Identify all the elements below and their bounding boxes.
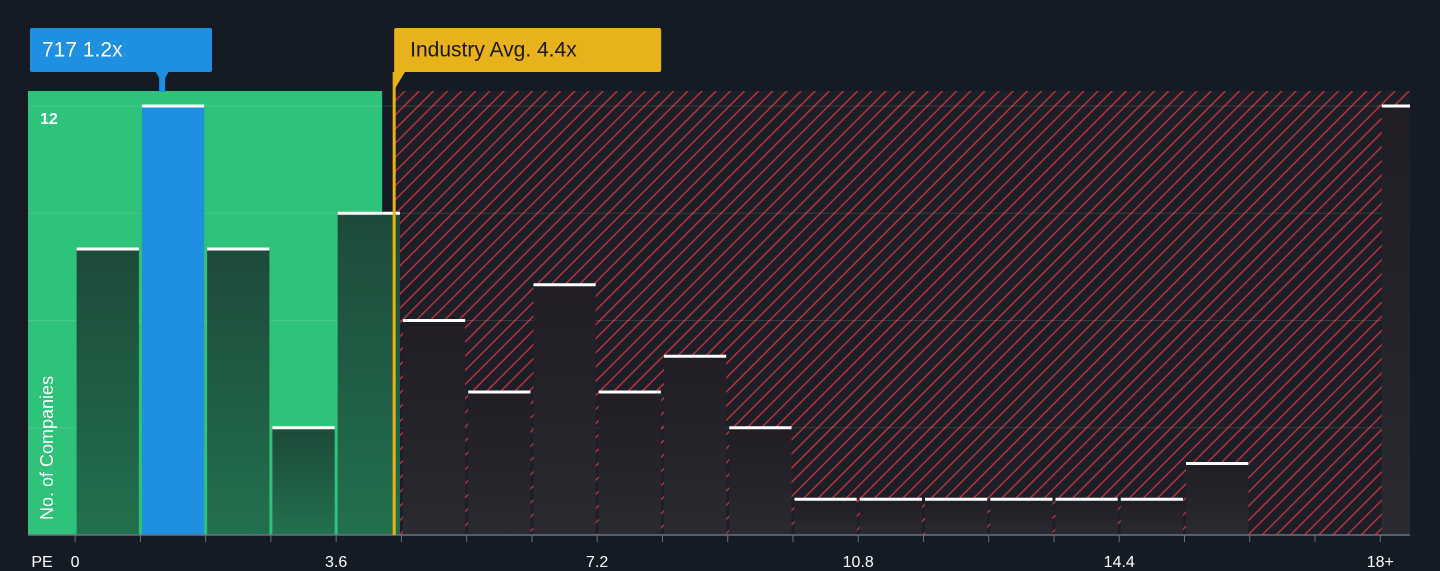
bar xyxy=(729,427,792,535)
bar xyxy=(1186,463,1249,535)
y-axis-title: No. of Companies xyxy=(37,376,57,520)
bar xyxy=(598,392,661,535)
bar xyxy=(1120,499,1184,535)
bar xyxy=(1055,499,1118,535)
x-tick-label: 0 xyxy=(71,554,80,571)
x-tick-label: 3.6 xyxy=(325,554,347,571)
x-tick-label: 7.2 xyxy=(586,554,608,571)
industry-avg-flag xyxy=(394,70,407,90)
bar xyxy=(207,249,270,536)
bars xyxy=(76,104,1410,536)
bar xyxy=(859,499,922,535)
x-tick-label: 18+ xyxy=(1367,554,1394,571)
bar xyxy=(76,249,139,536)
y-tick-label: 12 xyxy=(40,111,58,128)
bar xyxy=(533,284,596,535)
industry-avg-label: Industry Avg. 4.4x xyxy=(410,39,577,62)
bar xyxy=(272,427,335,535)
bar xyxy=(468,392,531,535)
overlay: 12 0 3.6 7.2 10.8 14.4 18+ PE No. of Companies In… xyxy=(28,28,1410,571)
bar xyxy=(924,499,988,535)
bar xyxy=(663,356,727,535)
industry-avg-box xyxy=(394,28,662,72)
bar xyxy=(990,499,1053,535)
bar xyxy=(794,499,857,535)
bar xyxy=(402,320,466,535)
company-pointer xyxy=(155,71,170,92)
x-tick-label: 10.8 xyxy=(843,554,874,571)
x-tick-label: 14.4 xyxy=(1104,554,1135,571)
overflow-bar xyxy=(1381,106,1410,535)
company-box xyxy=(30,28,212,72)
bar xyxy=(141,106,205,535)
company-label: 717 1.2x xyxy=(42,39,123,62)
bar xyxy=(337,213,400,535)
x-axis-title: PE xyxy=(31,554,52,571)
